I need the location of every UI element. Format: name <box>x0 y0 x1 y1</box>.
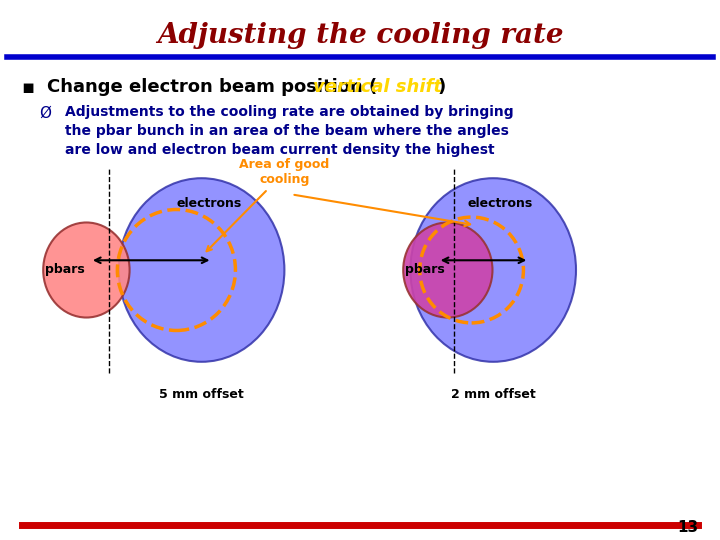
Text: pbars: pbars <box>45 264 85 276</box>
Ellipse shape <box>119 178 284 362</box>
Ellipse shape <box>403 222 492 318</box>
Text: 13: 13 <box>678 519 698 535</box>
Text: electrons: electrons <box>468 197 533 210</box>
Text: Ø: Ø <box>40 105 52 120</box>
Text: 2 mm offset: 2 mm offset <box>451 388 536 401</box>
Ellipse shape <box>43 222 130 318</box>
Text: ): ) <box>437 78 445 96</box>
Text: Change electron beam position (: Change electron beam position ( <box>47 78 377 96</box>
Ellipse shape <box>410 178 576 362</box>
Text: electrons: electrons <box>176 197 241 210</box>
Text: pbars: pbars <box>405 264 445 276</box>
Text: 5 mm offset: 5 mm offset <box>159 388 244 401</box>
Text: Area of good
cooling: Area of good cooling <box>207 158 330 251</box>
Text: vertical shift: vertical shift <box>313 78 442 96</box>
Text: Adjusting the cooling rate: Adjusting the cooling rate <box>157 22 563 49</box>
Text: Adjustments to the cooling rate are obtained by bringing
the pbar bunch in an ar: Adjustments to the cooling rate are obta… <box>65 105 513 157</box>
Text: ▪: ▪ <box>22 78 35 97</box>
